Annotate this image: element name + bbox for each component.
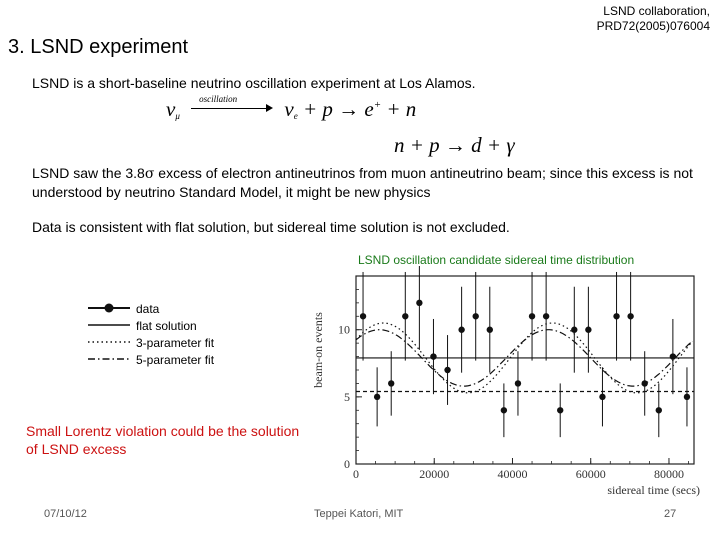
data-point bbox=[514, 380, 522, 387]
footer-author: Teppei Katori, MIT bbox=[314, 508, 404, 520]
y-tick-label: 5 bbox=[344, 390, 350, 404]
sidereal-time-chart: 0 20000 40000 60000 80000 0 5 10 sidereal time (… bbox=[311, 266, 700, 497]
oscillation-arrow: oscillation bbox=[191, 94, 274, 116]
y-axis-label: beam-on events bbox=[311, 312, 325, 388]
legend-entry-label: 5-parameter fit bbox=[136, 353, 215, 367]
reference-citation: LSND collaboration, PRD72(2005)076004 bbox=[597, 4, 710, 34]
nu-symbol: ν bbox=[166, 97, 176, 121]
data-point bbox=[359, 313, 367, 320]
oscillation-label: oscillation bbox=[199, 94, 238, 104]
chart-axes: 0 20000 40000 60000 80000 0 5 10 sidereal time (… bbox=[311, 275, 700, 497]
data-point bbox=[641, 380, 648, 387]
data-point bbox=[683, 393, 691, 401]
nu-mu-subscript: μ bbox=[175, 111, 180, 121]
x-tick-label: 60000 bbox=[576, 467, 606, 481]
x-tick-label: 40000 bbox=[497, 467, 527, 481]
consistency-paragraph: Data is consistent with flat solution, b… bbox=[32, 219, 510, 235]
data-point bbox=[542, 313, 550, 320]
y-tick-label: 0 bbox=[344, 457, 350, 471]
data-point bbox=[585, 326, 592, 333]
data-point bbox=[528, 313, 536, 320]
capture-equation: n + p → d + γ bbox=[394, 133, 515, 157]
reference-line-2: PRD72(2005)076004 bbox=[596, 19, 710, 33]
chart-caption: LSND oscillation candidate sidereal time… bbox=[358, 253, 635, 267]
plot-frame bbox=[355, 275, 695, 465]
legend-entry-label: 3-parameter fit bbox=[136, 336, 215, 350]
positron-superscript: + bbox=[373, 99, 382, 111]
data-point bbox=[655, 407, 662, 414]
data-point bbox=[571, 326, 578, 333]
data-point bbox=[430, 353, 437, 360]
data-point bbox=[416, 299, 423, 307]
nu-e-symbol: ν bbox=[284, 97, 294, 121]
data-point bbox=[500, 407, 508, 414]
data-point bbox=[557, 407, 564, 414]
excess-paragraph: LSND saw the 3.8σ excess of electron ant… bbox=[32, 164, 702, 201]
legend-swatch-marker bbox=[104, 303, 114, 313]
y-tick-label: 10 bbox=[338, 323, 350, 337]
five-parameter-fit-curve bbox=[355, 329, 693, 387]
data-point bbox=[388, 380, 395, 387]
excess-suffix: excess of electron antineutrinos from mu… bbox=[32, 165, 693, 200]
x-axis-label: sidereal time (secs) bbox=[607, 483, 700, 497]
sigma-symbol: σ bbox=[144, 166, 155, 182]
excess-prefix: LSND saw the 3.8 bbox=[32, 165, 145, 181]
data-point bbox=[486, 326, 493, 333]
chart-legend: data flat solution 3-parameter fit 5-parame… bbox=[88, 302, 215, 367]
x-tick-label: 0 bbox=[353, 467, 359, 481]
nu-e-subscript: e bbox=[293, 111, 298, 121]
data-point bbox=[402, 313, 409, 320]
legend-entry-label: data bbox=[136, 302, 160, 316]
equation1-tail: + n bbox=[381, 97, 417, 121]
data-point bbox=[613, 313, 620, 320]
x-tick-label: 80000 bbox=[654, 467, 684, 481]
data-point bbox=[373, 393, 381, 401]
reference-line-1: LSND collaboration, bbox=[603, 4, 710, 18]
slide-title: 3. LSND experiment bbox=[8, 36, 189, 58]
x-tick-label: 20000 bbox=[419, 467, 449, 481]
legend-entry-label: flat solution bbox=[136, 319, 197, 333]
footer-page-number: 27 bbox=[664, 508, 677, 520]
data-point bbox=[669, 353, 677, 360]
chart-data-points bbox=[359, 266, 691, 438]
data-point bbox=[472, 313, 479, 320]
footer-date: 07/10/12 bbox=[44, 508, 87, 520]
lorentz-note: Small Lorentz violation could be the sol… bbox=[26, 423, 300, 457]
data-point bbox=[599, 393, 606, 401]
oscillation-equation: νμ oscillation νe + p → e+ + n bbox=[166, 94, 417, 122]
intro-paragraph: LSND is a short-baseline neutrino oscill… bbox=[32, 75, 476, 91]
chart-fit-lines bbox=[355, 322, 694, 394]
data-point bbox=[458, 326, 465, 333]
data-point bbox=[627, 313, 634, 320]
equation1-rest: + p → e bbox=[297, 97, 374, 121]
data-point bbox=[444, 366, 451, 374]
